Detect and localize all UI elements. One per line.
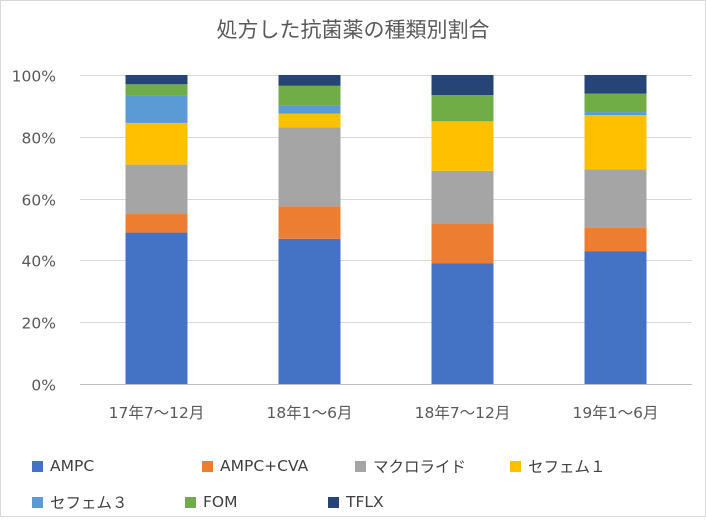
legend-item-fom: FOM: [185, 493, 328, 511]
bar-segment-2-1: [278, 127, 341, 207]
x-tick-label-1: 18年1～6月: [267, 404, 353, 422]
bar-segment-4-0: [125, 95, 188, 123]
bar-segment-3-3: [584, 115, 647, 170]
bar-segment-4-1: [278, 105, 341, 114]
bar-segment-1-0: [125, 214, 188, 233]
legend-label-ampc: AMPC: [50, 457, 95, 475]
bar-segment-1-1: [278, 206, 341, 239]
legend-item-cephem-3: セフェム３: [32, 491, 185, 513]
legend-item-macrolide: マクロライド: [355, 455, 510, 477]
legend-swatch-cephem-1: [510, 460, 521, 472]
bar-segment-3-2: [431, 121, 494, 171]
legend-label-macrolide: マクロライド: [373, 458, 467, 476]
x-tick-label-3: 19年1～6月: [573, 404, 659, 422]
bar-segment-2-0: [125, 164, 188, 215]
legend-swatch-ampc-cva: [202, 460, 213, 472]
bar-segment-1-3: [584, 227, 647, 252]
legend: AMPC AMPC+CVA マクロライド セフェム１ セフェム３ FOM TFL…: [32, 448, 692, 520]
y-tick-label-3: 60%: [22, 192, 56, 210]
x-tick-label-2: 18年7～12月: [415, 404, 511, 422]
legend-item-tflx: TFLX: [328, 493, 384, 511]
x-tick-label-0: 17年7～12月: [109, 404, 205, 422]
legend-item-ampc: AMPC: [32, 457, 202, 475]
y-tick-label-5: 100%: [12, 68, 56, 86]
legend-row-2: セフェム３ FOM TFLX: [32, 484, 692, 520]
legend-swatch-ampc: [32, 460, 43, 472]
bar-segment-2-3: [584, 169, 647, 228]
y-tick-label-2: 40%: [22, 253, 56, 271]
bar-segment-5-2: [431, 95, 494, 122]
bar-segment-3-1: [278, 113, 341, 128]
legend-label-ampc-cva: AMPC+CVA: [220, 457, 309, 475]
bar-segment-0-2: [431, 263, 494, 384]
bar-segment-2-2: [431, 170, 494, 224]
bar-segment-6-1: [278, 75, 341, 86]
bar-segment-5-0: [125, 84, 188, 96]
legend-item-cephem-1: セフェム１: [510, 455, 606, 477]
bar-segment-5-1: [278, 85, 341, 106]
bar-segment-6-0: [125, 75, 188, 85]
bar-segment-5-3: [584, 93, 647, 113]
legend-swatch-macrolide: [355, 460, 366, 472]
legend-swatch-tflx: [328, 496, 339, 508]
bar-segment-6-3: [584, 75, 647, 94]
legend-item-ampc-cva: AMPC+CVA: [202, 457, 355, 475]
legend-label-fom: FOM: [203, 493, 238, 511]
bar-segment-3-0: [125, 122, 188, 165]
bar-segment-6-2: [431, 75, 494, 96]
y-tick-label-1: 20%: [22, 315, 56, 333]
y-tick-label-0: 0%: [31, 377, 56, 395]
bar-segment-0-1: [278, 238, 341, 384]
chart-title: 処方した抗菌薬の種類別割合: [216, 18, 490, 42]
legend-swatch-fom: [185, 496, 196, 508]
bar-segment-1-2: [431, 223, 494, 264]
legend-label-tflx: TFLX: [346, 493, 384, 511]
legend-label-cephem-1: セフェム１: [528, 458, 606, 476]
y-tick-label-4: 80%: [22, 130, 56, 148]
bar-segment-0-3: [584, 251, 647, 384]
legend-label-cephem-3: セフェム３: [50, 494, 128, 512]
bar-segment-4-3: [584, 112, 647, 116]
bar-segment-0-0: [125, 232, 188, 384]
legend-swatch-cephem-3: [32, 496, 43, 508]
legend-row-1: AMPC AMPC+CVA マクロライド セフェム１: [32, 448, 692, 484]
